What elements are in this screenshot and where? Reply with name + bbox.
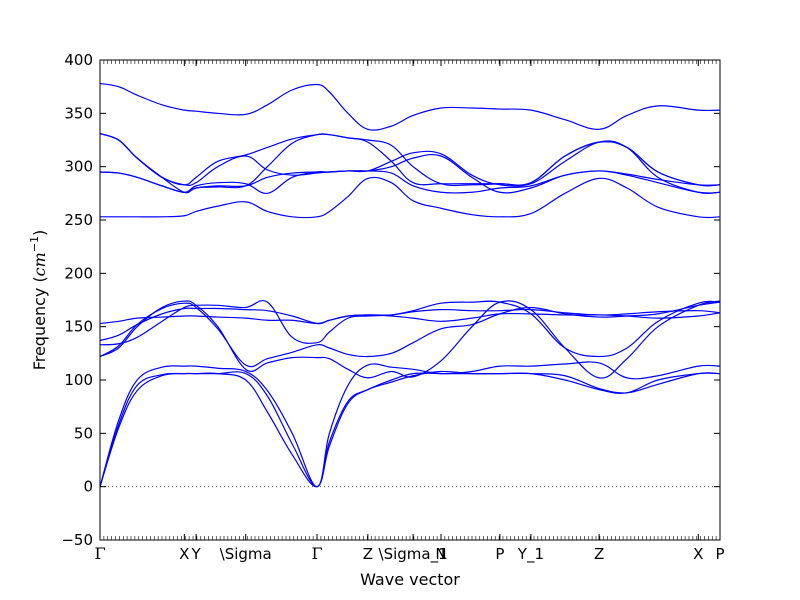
plot-frame (99, 59, 721, 541)
x-tick-label: \Sigma (220, 545, 272, 563)
y-tick-label: 150 (64, 318, 93, 336)
y-tick-label: 200 (64, 264, 93, 282)
y-tick-label: 400 (64, 51, 93, 69)
band-line-5 (99, 301, 721, 368)
y-axis-title-exponent: −1 (28, 236, 41, 252)
y-axis-ticks-group: −50 0 50 100 150 200 250 300 350 400 (61, 51, 720, 549)
x-tick-label: P (495, 545, 504, 563)
band-line-12 (99, 133, 721, 187)
x-tick-label: P (715, 545, 724, 563)
y-tick-label: 250 (64, 211, 93, 229)
x-tick-label: X (693, 545, 703, 563)
band-line-13 (99, 133, 721, 187)
y-tick-label: −50 (61, 531, 93, 549)
x-tick-label: Γ (311, 544, 322, 563)
band-line-4 (99, 300, 721, 379)
y-tick-label: 300 (64, 158, 93, 176)
band-line-9 (100, 176, 721, 219)
x-tick-label: Y_1 (517, 545, 544, 564)
series-lines-group (99, 82, 721, 488)
band-line-6 (99, 300, 721, 358)
y-tick-label: 350 (64, 104, 93, 122)
band-line-8 (99, 312, 721, 325)
band-line-1 (99, 370, 721, 488)
band-line-14 (99, 133, 721, 195)
x-tick-label: \Sigma_1 (379, 545, 448, 564)
y-tick-label: 0 (83, 478, 93, 496)
x-axis-minor-ticks-group (99, 60, 721, 540)
x-tick-label: X (179, 545, 189, 563)
x-tick-label: Z (594, 545, 604, 563)
y-axis-title-close: ) (30, 230, 49, 236)
x-tick-label: Y (191, 545, 202, 563)
y-tick-label: 50 (74, 424, 93, 442)
band-line-15 (99, 82, 721, 131)
y-axis-title-main: Frequency ( (30, 276, 49, 370)
band-line-7 (99, 307, 721, 342)
plot-frame-group (99, 59, 721, 541)
x-tick-label: Z (363, 545, 373, 563)
x-axis-title: Wave vector (360, 570, 460, 589)
band-line-3 (99, 361, 721, 488)
x-tick-label: N (435, 545, 446, 563)
y-axis-title: Frequency (cm−1) (28, 230, 49, 371)
x-tick-label: Γ (94, 544, 105, 563)
y-tick-label: 100 (64, 371, 93, 389)
band-line-2 (99, 371, 721, 488)
y-axis-title-unit: cm (30, 252, 49, 276)
x-axis-ticks-group: Γ X Y \Sigma Γ Z \Sigma_1N P Y_1 Z X P (94, 60, 725, 564)
